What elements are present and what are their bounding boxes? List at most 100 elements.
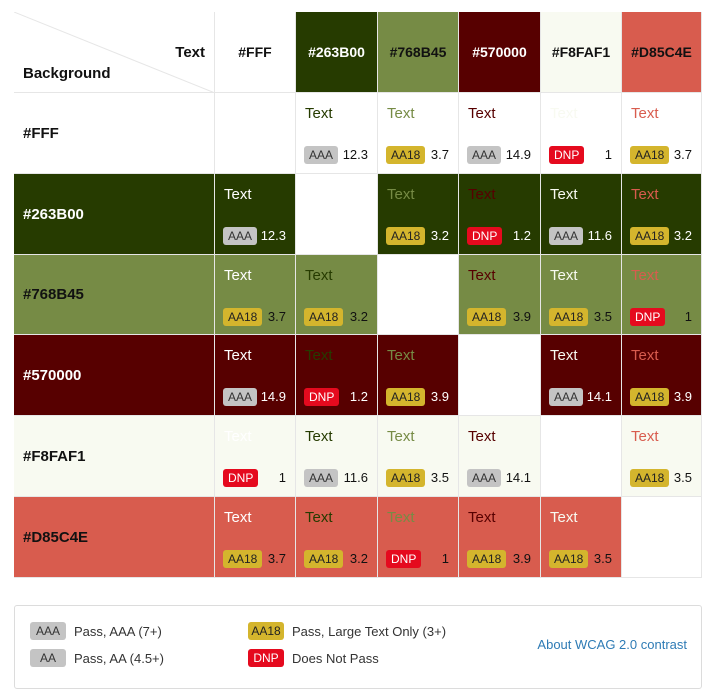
contrast-ratio: 14.1	[505, 470, 531, 485]
contrast-cell: Text AA18 3.7	[378, 93, 459, 174]
contrast-ratio: 3.2	[430, 228, 449, 243]
sample-text: Text	[224, 186, 252, 203]
contrast-cell-empty	[541, 416, 622, 497]
contrast-ratio: 3.7	[267, 309, 286, 324]
contrast-ratio: 14.1	[586, 389, 612, 404]
contrast-ratio: 3.5	[430, 470, 449, 485]
wcag-contrast-link[interactable]: About WCAG 2.0 contrast	[537, 637, 687, 652]
legend-text-aa18: Pass, Large Text Only (3+)	[292, 623, 447, 639]
contrast-badge: AAA	[549, 388, 584, 406]
contrast-badge: AAA	[304, 146, 339, 164]
sample-text: Text	[550, 105, 578, 122]
contrast-cell: Text DNP 1.2	[296, 335, 378, 416]
contrast-ratio: 14.9	[260, 389, 286, 404]
contrast-cell: Text AA18 3.5	[541, 497, 622, 578]
contrast-cell-empty	[622, 497, 702, 578]
contrast-badge: AA18	[549, 550, 589, 568]
sample-text: Text	[550, 186, 578, 203]
contrast-badge: AAA	[223, 227, 258, 245]
legend-item-aa: AA Pass, AA (4.5+)	[30, 649, 164, 667]
contrast-ratio: 3.9	[673, 389, 692, 404]
contrast-ratio: 3.5	[673, 470, 692, 485]
contrast-badge: AAA	[304, 469, 339, 487]
legend-item-dnp: DNP Does Not Pass	[248, 649, 379, 667]
corner-background-label: Background	[23, 65, 111, 82]
sample-text: Text	[468, 105, 496, 122]
sample-text: Text	[631, 347, 659, 364]
legend-badge-aa18: AA18	[248, 622, 284, 640]
contrast-ratio: 1	[604, 147, 612, 162]
contrast-cell: Text DNP 1	[541, 93, 622, 174]
contrast-cell: Text AAA 12.3	[296, 93, 378, 174]
contrast-cell: Text AA18 3.9	[459, 255, 541, 335]
contrast-ratio: 1	[441, 551, 449, 566]
contrast-cell: Text DNP 1	[622, 255, 702, 335]
contrast-badge: AA18	[304, 308, 344, 326]
legend-badge-aa: AA	[30, 649, 66, 667]
contrast-cell: Text AAA 14.9	[459, 93, 541, 174]
contrast-cell: Text AAA 11.6	[541, 174, 622, 255]
contrast-cell: Text AA18 3.7	[622, 93, 702, 174]
sample-text: Text	[550, 509, 578, 526]
corner-text-label: Text	[175, 44, 205, 61]
sample-text: Text	[305, 267, 333, 284]
contrast-cell: Text AA18 3.9	[378, 335, 459, 416]
contrast-cell: Text AA18 3.5	[622, 416, 702, 497]
contrast-badge: AAA	[467, 146, 502, 164]
contrast-badge: AA18	[223, 550, 263, 568]
contrast-cell: Text AAA 14.1	[459, 416, 541, 497]
contrast-badge: AA18	[386, 388, 426, 406]
contrast-cell-empty	[378, 255, 459, 335]
sample-text: Text	[468, 509, 496, 526]
contrast-cell: Text AAA 11.6	[296, 416, 378, 497]
contrast-ratio: 11.6	[343, 470, 368, 485]
contrast-badge: AA18	[223, 308, 263, 326]
sample-text: Text	[305, 347, 333, 364]
contrast-badge: DNP	[304, 388, 340, 406]
column-header-768b45: #768B45	[378, 12, 459, 93]
sample-text: Text	[387, 347, 415, 364]
column-header-d85c4e: #D85C4E	[622, 12, 702, 93]
contrast-badge: AA18	[467, 550, 507, 568]
legend: AAA Pass, AAA (7+) AA Pass, AA (4.5+) AA…	[14, 605, 702, 689]
legend-text-aaa: Pass, AAA (7+)	[74, 623, 162, 639]
contrast-cell: Text AA18 3.9	[459, 497, 541, 578]
row-header-263b00: #263B00	[14, 174, 215, 255]
contrast-badge: AA18	[386, 227, 426, 245]
row-header-d85c4e: #D85C4E	[14, 497, 215, 578]
contrast-cell-empty	[296, 174, 378, 255]
corner-header: Text Background	[14, 12, 215, 93]
contrast-ratio: 14.9	[505, 147, 531, 162]
contrast-cell: Text AAA 14.9	[215, 335, 296, 416]
contrast-cell: Text AA18 3.2	[296, 497, 378, 578]
sample-text: Text	[305, 105, 333, 122]
contrast-cell-empty	[459, 335, 541, 416]
contrast-badge: DNP	[630, 308, 666, 326]
contrast-cell: Text AAA 12.3	[215, 174, 296, 255]
legend-text-aa: Pass, AA (4.5+)	[74, 650, 164, 666]
contrast-badge: AA18	[386, 469, 426, 487]
legend-item-aa18: AA18 Pass, Large Text Only (3+)	[248, 622, 446, 640]
contrast-badge: AA18	[630, 146, 670, 164]
legend-badge-dnp: DNP	[248, 649, 284, 667]
sample-text: Text	[224, 509, 252, 526]
contrast-badge: DNP	[467, 227, 503, 245]
sample-text: Text	[387, 428, 415, 445]
sample-text: Text	[631, 428, 659, 445]
column-header-263b00: #263B00	[296, 12, 378, 93]
contrast-ratio: 3.7	[267, 551, 286, 566]
contrast-ratio: 11.6	[587, 228, 612, 243]
column-header-fff: #FFF	[215, 12, 296, 93]
contrast-cell: Text AA18 3.2	[378, 174, 459, 255]
contrast-badge: AA18	[386, 146, 426, 164]
contrast-ratio: 3.7	[673, 147, 692, 162]
contrast-badge: AA18	[630, 227, 670, 245]
contrast-ratio: 1	[684, 309, 692, 324]
row-header-f8faf1: #F8FAF1	[14, 416, 215, 497]
contrast-badge: AA18	[630, 469, 670, 487]
contrast-ratio: 3.2	[349, 551, 368, 566]
legend-text-dnp: Does Not Pass	[292, 650, 379, 666]
contrast-ratio: 3.9	[430, 389, 449, 404]
contrast-cell: Text AA18 3.5	[378, 416, 459, 497]
sample-text: Text	[631, 186, 659, 203]
